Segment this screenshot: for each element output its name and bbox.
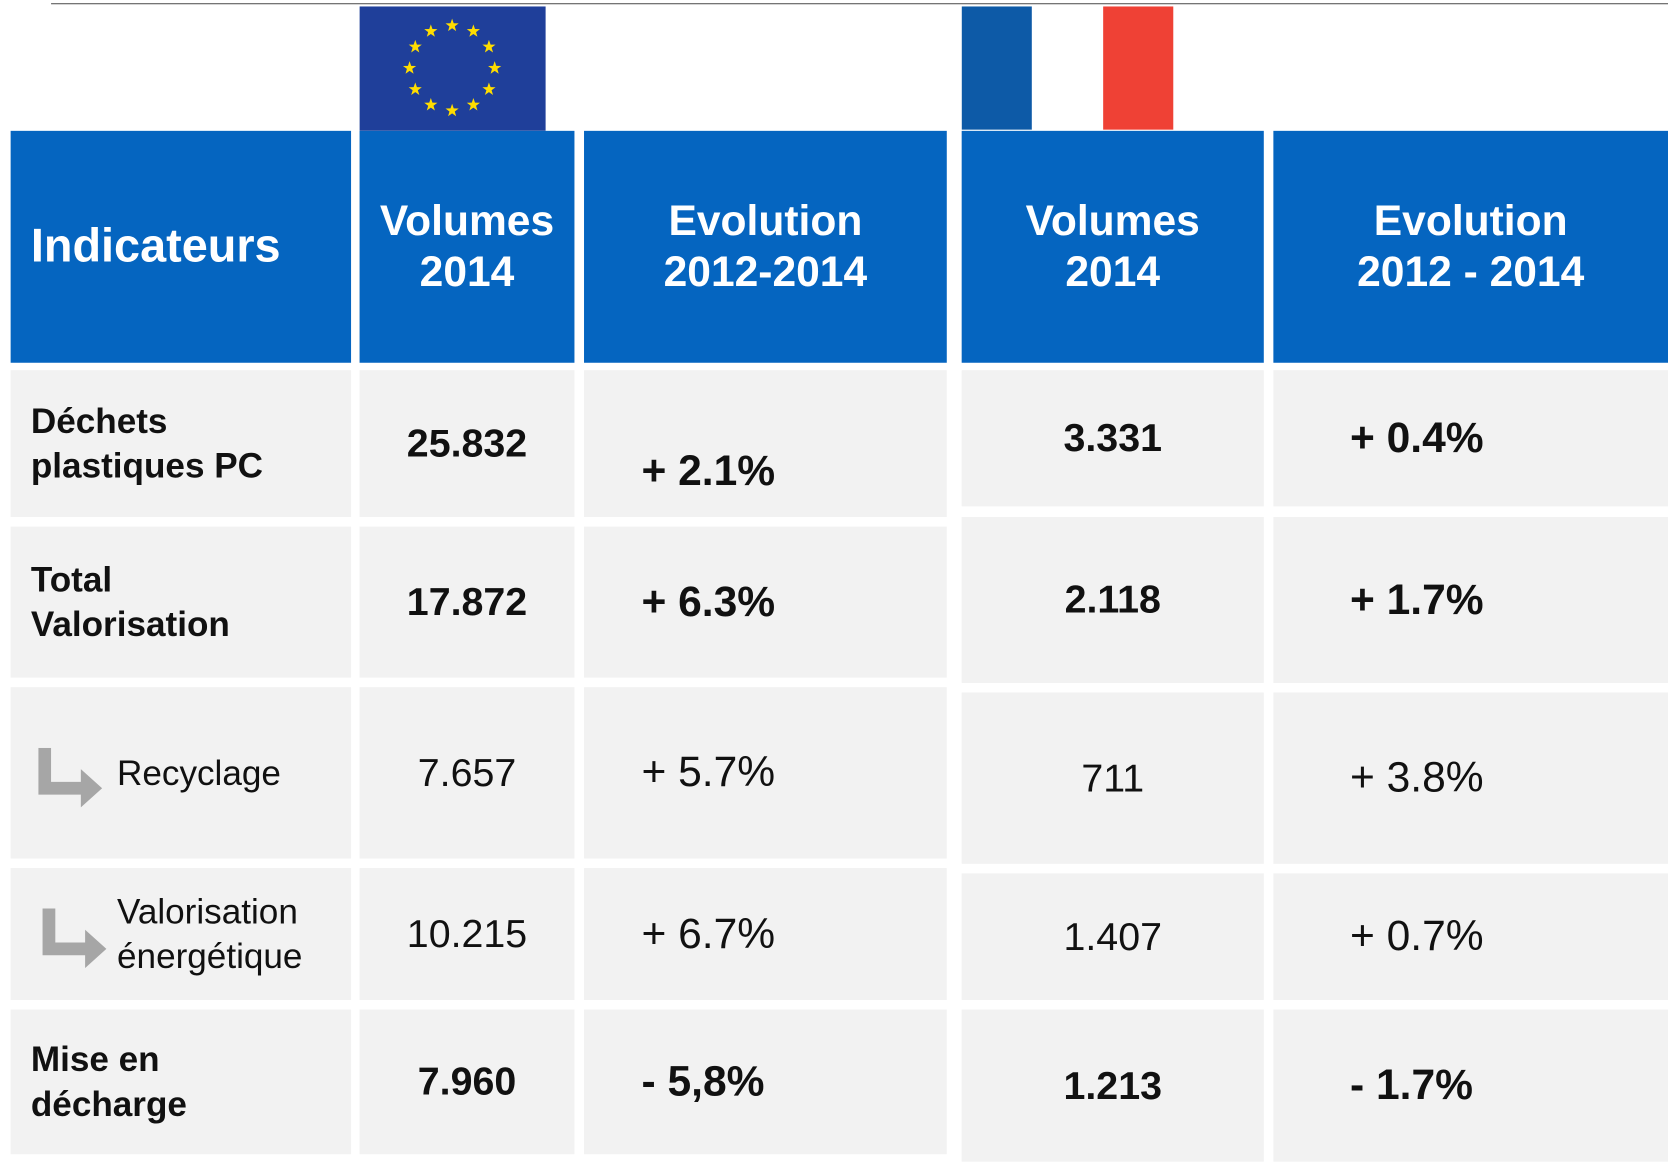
- header-cell: Volumes 2014: [359, 130, 575, 363]
- value-cell: + 1.7%: [1273, 517, 1668, 683]
- value-cell: - 1.7%: [1273, 1009, 1668, 1162]
- eu-flag: [359, 6, 546, 131]
- header-cell: Indicateurs: [10, 130, 352, 363]
- top-rule: [51, 3, 1668, 5]
- text-line: plastiques PC: [30, 445, 264, 486]
- star: [466, 24, 480, 37]
- text-line: Indicateurs: [30, 220, 281, 273]
- star: [445, 18, 459, 32]
- row-label: Mise en décharge: [10, 1009, 352, 1155]
- text-line: Valorisation: [30, 604, 230, 644]
- header-cell: Volumes 2014: [961, 130, 1264, 363]
- text-line: 2012-2014: [663, 248, 868, 296]
- text-line: Evolution: [1373, 197, 1568, 245]
- text-line: Volumes: [379, 197, 555, 245]
- star: [488, 61, 502, 74]
- value-cell: + 6.7%: [584, 868, 947, 1000]
- value-cell: + 5.7%: [584, 687, 947, 859]
- row-label: Déchets plastiques PC: [10, 370, 352, 518]
- value-cell: 2.118: [961, 517, 1264, 683]
- value-cell: 10.215: [359, 868, 575, 1000]
- value-cell: 711: [961, 692, 1264, 864]
- value-cell: 1.407: [961, 873, 1264, 1000]
- arrow-shape: [42, 908, 107, 969]
- value-cell: + 0.7%: [1273, 873, 1668, 1000]
- text-line: 2012 - 2014: [1357, 248, 1585, 296]
- value-cell: 7.960: [359, 1009, 575, 1155]
- value-cell: 17.872: [359, 526, 575, 678]
- france-flag: [961, 6, 1174, 130]
- value-cell: 3.331: [961, 370, 1264, 507]
- text-line: Valorisation: [117, 891, 298, 931]
- star: [482, 82, 496, 95]
- star: [408, 82, 422, 95]
- star: [408, 39, 422, 53]
- header-cell: Evolution 2012-2014: [584, 130, 947, 363]
- text-line: 2014: [1065, 248, 1161, 296]
- text-line: Déchets: [30, 401, 168, 441]
- header-cell: Evolution 2012 - 2014: [1273, 130, 1668, 363]
- star: [466, 97, 480, 111]
- text-line: 2014: [419, 248, 515, 296]
- text-line: Evolution: [668, 197, 863, 245]
- value-cell: - 5,8%: [584, 1009, 947, 1155]
- arrow-icon: [42, 908, 107, 969]
- value-cell: 7.657: [359, 687, 575, 859]
- text-line: Mise en: [30, 1039, 160, 1079]
- star: [445, 103, 459, 117]
- text-line: décharge: [30, 1084, 187, 1124]
- text-line: Total: [30, 559, 113, 599]
- text-line: Recyclage: [117, 752, 281, 792]
- text-line: Volumes: [1025, 197, 1200, 245]
- star: [482, 39, 496, 53]
- star: [424, 97, 438, 111]
- row-label: Total Valorisation: [10, 526, 352, 678]
- value-cell: + 3.8%: [1273, 692, 1668, 864]
- value-cell: + 6.3%: [584, 526, 947, 678]
- arrow-shape: [38, 747, 103, 807]
- row-label: Valorisation énergétique: [10, 868, 352, 1000]
- row-label: Recyclage: [10, 687, 352, 859]
- text-line: énergétique: [117, 936, 303, 976]
- value-cell: 25.832: [359, 370, 575, 518]
- star: [424, 24, 438, 37]
- value-cell: + 0.4%: [1273, 370, 1668, 507]
- star: [402, 61, 417, 74]
- value-cell: 1.213: [961, 1009, 1264, 1162]
- arrow-icon: [38, 747, 103, 807]
- value-cell: + 2.1%: [584, 370, 947, 518]
